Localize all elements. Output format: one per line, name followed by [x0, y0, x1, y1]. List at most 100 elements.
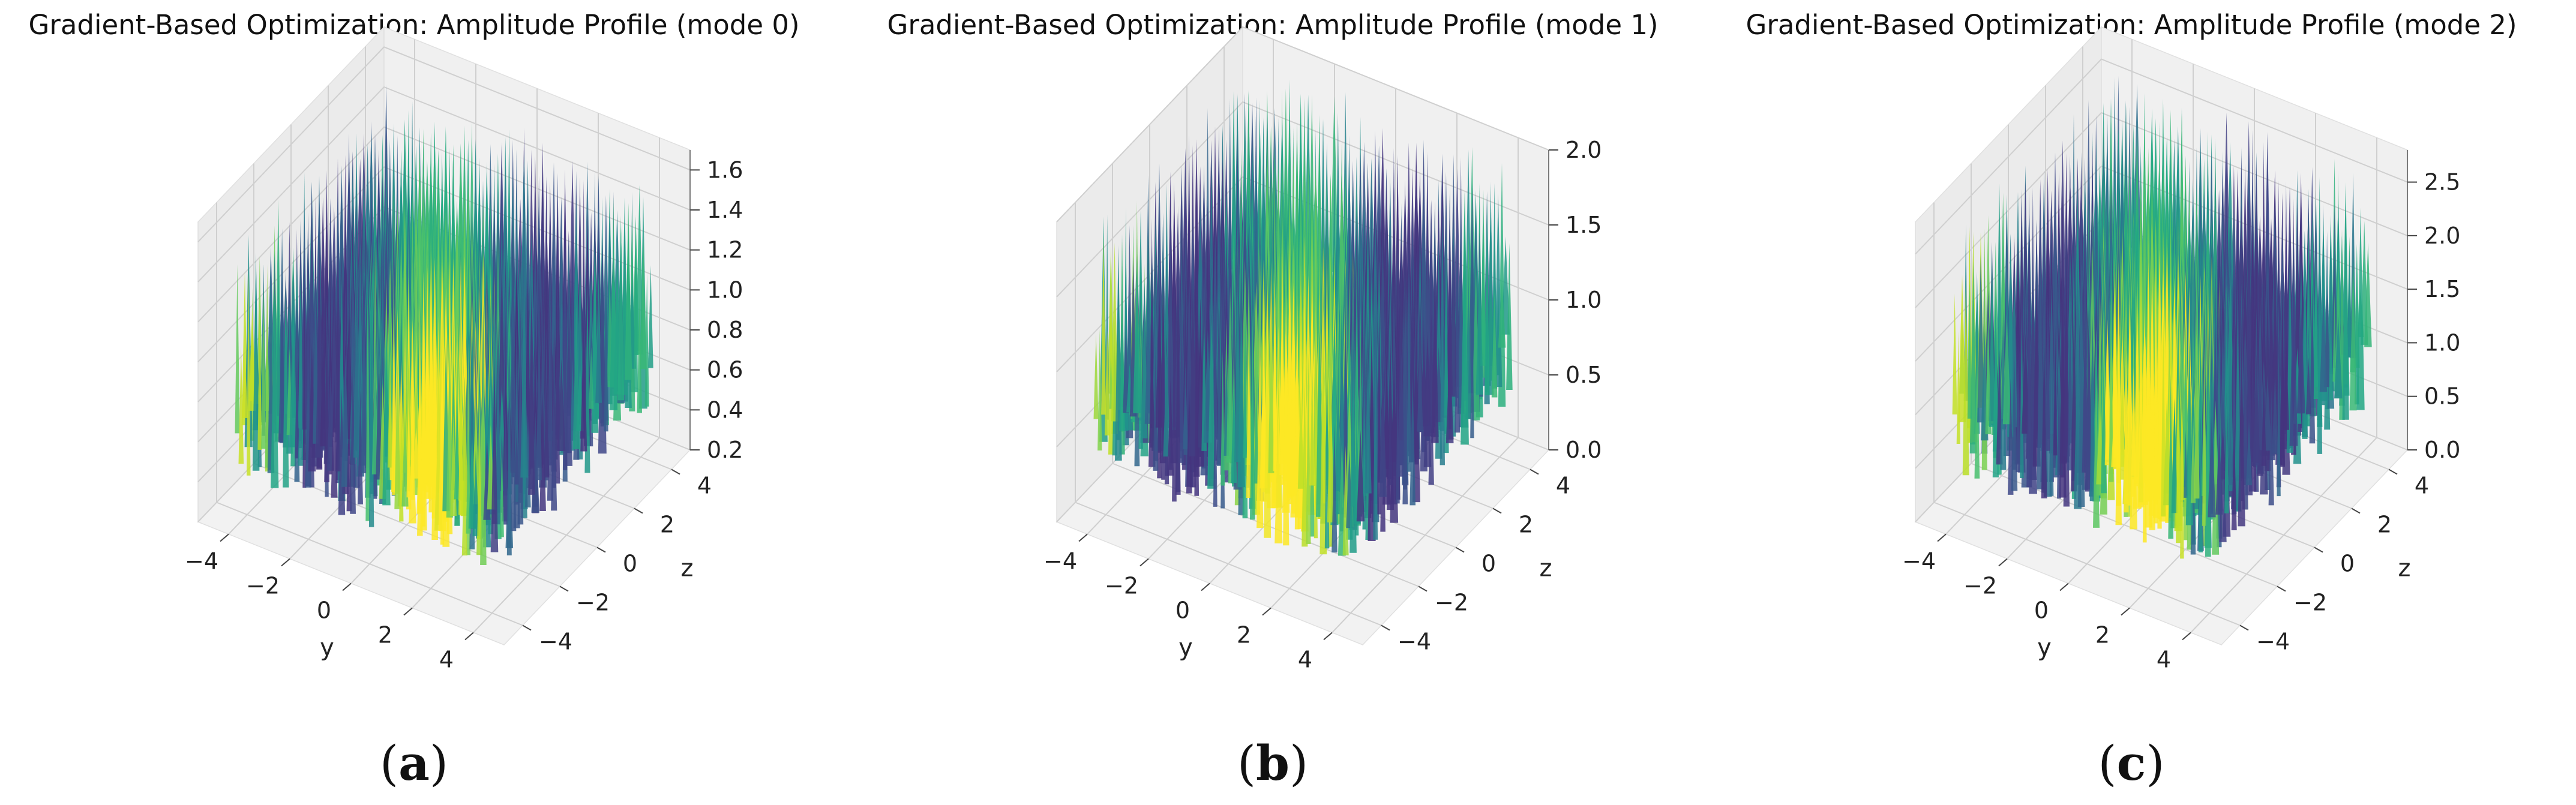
- chart-title: Gradient-Based Optimization: Amplitude P…: [887, 9, 1658, 41]
- z-tick-label: 2.0: [2424, 223, 2460, 249]
- y-tick-label: −4: [2256, 629, 2290, 655]
- z-tick-label: 0.0: [2424, 437, 2460, 463]
- z-tick-label: 0.4: [707, 397, 743, 423]
- chart-title: Gradient-Based Optimization: Amplitude P…: [1746, 9, 2517, 41]
- z-tick-label: 0.6: [707, 357, 743, 383]
- x-tick-mark: [1937, 533, 1947, 542]
- x-tick-mark: [464, 632, 474, 641]
- z-tick-label: 2.0: [1566, 137, 1602, 163]
- x-tick-label: −4: [1902, 548, 1936, 575]
- y-tick-label: 4: [2415, 473, 2429, 499]
- z-tick-label: 1.2: [707, 237, 743, 263]
- x-tick-label: 4: [2157, 647, 2171, 673]
- x-tick-label: −4: [185, 548, 218, 575]
- x-tick-mark: [1998, 558, 2008, 567]
- x-tick-label: 0: [1175, 597, 1190, 624]
- surface-strips: [235, 85, 653, 565]
- z-axis-ticks: 0.0 0.5 1.0 1.5 2.0: [1549, 137, 1602, 463]
- surface-plot-c: Gradient-Based Optimization: Amplitude P…: [1746, 9, 2517, 791]
- y-tick-label: 0: [623, 551, 637, 577]
- chart-panel-a: Gradient-Based Optimization: Amplitude P…: [0, 0, 859, 805]
- z-tick-label: 1.0: [2424, 329, 2460, 356]
- z-tick-label: 0.5: [2424, 383, 2460, 410]
- y-tick-mark: [2314, 546, 2323, 553]
- x-tick-mark: [403, 607, 413, 616]
- x-tick-mark: [1201, 582, 1210, 591]
- y-tick-label: 0: [2340, 551, 2355, 577]
- y-tick-mark: [1381, 624, 1390, 631]
- x-axis-label: y: [320, 634, 334, 662]
- x-tick-mark: [1323, 632, 1333, 641]
- y-tick-mark: [1492, 507, 1502, 514]
- x-axis-ticks: −4 −2 0 2 4: [1902, 533, 2191, 673]
- y-tick-label: 0: [1482, 551, 1496, 577]
- y-tick-label: 2: [1519, 512, 1533, 538]
- z-tick-label: 2.5: [2424, 169, 2460, 196]
- y-tick-mark: [634, 507, 643, 514]
- x-tick-mark: [1139, 558, 1149, 567]
- y-axis-label: z: [1540, 555, 1552, 582]
- x-tick-label: 2: [1237, 622, 1251, 648]
- x-axis-ticks: −4 −2 0 2 4: [1043, 533, 1333, 673]
- x-tick-mark: [2182, 632, 2191, 641]
- x-tick-label: −2: [246, 573, 280, 599]
- z-axis-ticks: 0.2 0.4 0.6 0.8 1.0 1.2 1.4 1.6: [690, 157, 743, 463]
- x-tick-label: 4: [439, 647, 454, 673]
- z-tick-label: 1.5: [2424, 276, 2460, 302]
- x-tick-mark: [1262, 607, 1271, 616]
- x-tick-label: −4: [1043, 548, 1077, 575]
- chart-title: Gradient-Based Optimization: Amplitude P…: [28, 9, 799, 41]
- z-tick-label: 0.2: [707, 437, 743, 463]
- x-tick-label: −2: [1963, 573, 1997, 599]
- y-tick-mark: [2388, 468, 2398, 475]
- y-tick-label: −2: [576, 590, 610, 616]
- y-tick-label: −2: [1435, 590, 1468, 616]
- y-tick-mark: [522, 624, 532, 631]
- y-tick-mark: [2351, 507, 2361, 514]
- y-tick-label: 2: [2377, 512, 2392, 538]
- y-axis-ticks: −4−2 024: [522, 468, 712, 655]
- z-tick-label: 1.4: [707, 197, 743, 223]
- x-tick-mark: [2059, 582, 2069, 591]
- z-axis-ticks: 0.0 0.5 1.0 1.5 2.0 2.5: [2407, 169, 2460, 463]
- z-tick-label: 1.0: [1566, 287, 1602, 313]
- x-tick-label: 2: [378, 622, 392, 648]
- x-tick-label: 0: [317, 597, 331, 624]
- x-axis-label: y: [1178, 634, 1193, 662]
- chart-panel-c: Gradient-Based Optimization: Amplitude P…: [1717, 0, 2576, 805]
- y-tick-label: 4: [1556, 473, 1570, 499]
- panel-caption: (a): [380, 735, 448, 791]
- y-tick-mark: [2277, 585, 2286, 592]
- surface-strips: [1093, 79, 1513, 556]
- x-tick-mark: [2121, 607, 2130, 616]
- y-tick-label: −2: [2293, 590, 2327, 616]
- z-tick-label: 0.8: [707, 317, 743, 343]
- y-tick-mark: [1418, 585, 1428, 592]
- y-axis-ticks: −4−2 024: [1381, 468, 1570, 655]
- x-axis-label: y: [2037, 634, 2052, 662]
- y-axis-label: z: [2398, 555, 2411, 582]
- z-tick-label: 1.6: [707, 157, 743, 183]
- x-tick-mark: [1078, 533, 1088, 542]
- x-tick-label: 2: [2095, 622, 2110, 648]
- x-tick-label: 0: [2034, 597, 2049, 624]
- x-tick-mark: [281, 558, 290, 567]
- y-tick-mark: [1455, 546, 1465, 553]
- surface-strips: [1952, 76, 2372, 559]
- z-tick-label: 0.5: [1566, 362, 1602, 388]
- surface-plot-a: Gradient-Based Optimization: Amplitude P…: [28, 9, 799, 791]
- y-tick-mark: [2239, 624, 2249, 631]
- x-tick-label: −2: [1105, 573, 1138, 599]
- x-tick-mark: [342, 582, 352, 591]
- surface-plot-b: Gradient-Based Optimization: Amplitude P…: [887, 9, 1658, 791]
- y-axis-ticks: −4−2 024: [2239, 468, 2429, 655]
- x-axis-ticks: −4 −2 0 2 4: [185, 533, 474, 673]
- y-tick-mark: [1530, 468, 1539, 475]
- z-tick-label: 0.0: [1566, 437, 1602, 463]
- x-tick-mark: [220, 533, 229, 542]
- z-tick-label: 1.0: [707, 277, 743, 303]
- x-tick-label: 4: [1298, 647, 1312, 673]
- y-tick-label: 2: [660, 512, 674, 538]
- y-axis-label: z: [681, 555, 694, 582]
- y-tick-mark: [671, 468, 680, 475]
